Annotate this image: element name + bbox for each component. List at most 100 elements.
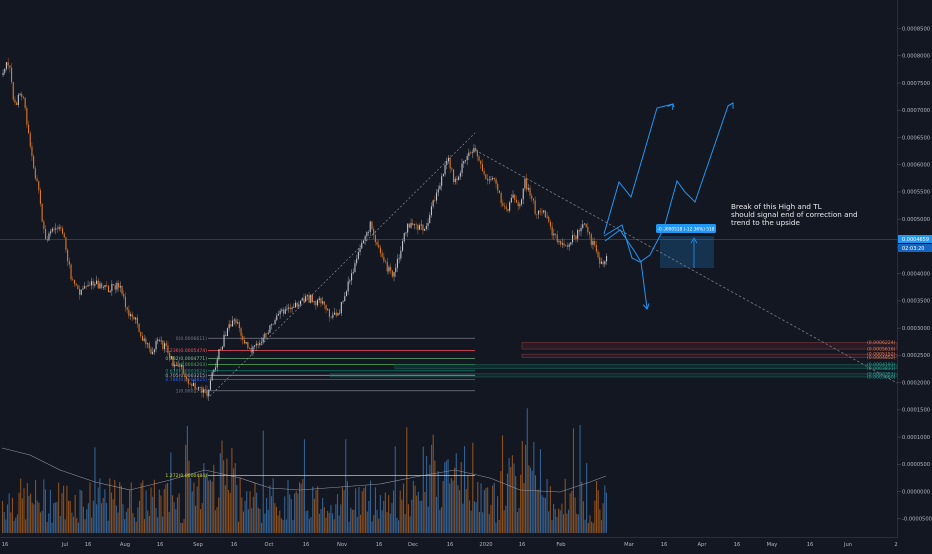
volume-bar (68, 500, 70, 533)
volume-bar (302, 478, 304, 533)
measure-arrow-head (690, 237, 698, 244)
candle-body (361, 242, 363, 249)
price-tick-label: 0.0002000 (902, 380, 930, 386)
candle-body (124, 296, 126, 308)
volume-bar (409, 516, 411, 533)
candle-body (238, 322, 240, 329)
annotation-text-line: Break of this High and TL (731, 202, 822, 211)
volume-bar (315, 490, 317, 533)
volume-bar (266, 497, 268, 533)
candle-body (243, 339, 245, 344)
volume-bar (440, 507, 442, 533)
candle-body (597, 251, 599, 257)
projection-path[interactable] (603, 102, 734, 263)
candle-body (279, 310, 281, 314)
candle-body (391, 270, 393, 277)
volume-bar (437, 471, 439, 533)
volume-bar (2, 500, 4, 533)
volume-bar (162, 516, 164, 533)
volume-bar (21, 498, 23, 533)
volume-bar (124, 519, 126, 533)
candle-body (553, 233, 555, 236)
candle-body (68, 261, 70, 265)
candle-body (259, 343, 261, 346)
volume-bar (531, 470, 533, 533)
volume-bar (284, 496, 286, 533)
candle-body (9, 65, 11, 68)
projection-path[interactable] (604, 229, 648, 309)
candle-body (454, 178, 456, 183)
candle-body (546, 216, 548, 218)
candle-body (410, 223, 412, 228)
candle-body (549, 221, 551, 227)
candle-body (254, 345, 256, 347)
price-range-measure-box[interactable] (660, 236, 714, 268)
volume-bar (587, 522, 589, 533)
volume-bar (332, 513, 334, 533)
volume-bar (360, 514, 362, 533)
volume-bar (317, 486, 319, 533)
candle-body (53, 228, 55, 230)
candle-body (165, 343, 167, 346)
candle-body (230, 324, 232, 327)
candle-body (293, 307, 295, 308)
candle-body (519, 204, 521, 206)
resistance-zone-lower[interactable] (521, 353, 898, 358)
volume-bar (330, 504, 332, 533)
volume-bar (333, 519, 335, 533)
volume-bar (398, 520, 400, 533)
volume-bar (89, 482, 91, 533)
volume-bar (183, 519, 185, 533)
annotation-text-line: should signal end of correction and (731, 210, 858, 219)
candle-body (446, 161, 448, 165)
volume-bar (381, 510, 383, 533)
support-zone-lower[interactable] (329, 373, 898, 378)
candle-body (527, 187, 529, 190)
candle-body (34, 168, 36, 179)
volume-bar (218, 497, 220, 533)
candle-body (362, 240, 364, 243)
volume-bar (313, 498, 315, 533)
zone-price-label: (0.0004193) (867, 362, 896, 368)
volume-bar (269, 485, 271, 533)
volume-bar (589, 515, 591, 533)
volume-bar (274, 503, 276, 533)
candle-body (143, 338, 145, 341)
candle-body (286, 308, 288, 310)
candle-body (19, 93, 21, 95)
candle-body (466, 156, 468, 161)
price-tick-label: 0.0000500 (902, 462, 930, 468)
volume-bar (586, 463, 588, 533)
volume-bar (223, 460, 225, 533)
volume-bar (242, 511, 244, 533)
volume-bar (148, 515, 150, 533)
volume-bar (280, 518, 282, 533)
time-tick-label: 16 (519, 542, 526, 548)
volume-bar (254, 482, 256, 533)
volume-bar (51, 522, 53, 533)
candle-body (475, 147, 477, 151)
candle-body (388, 267, 390, 272)
descending-trendline[interactable] (474, 149, 898, 384)
volume-bar (322, 498, 324, 533)
volume-bar (528, 465, 530, 533)
support-zone-upper[interactable] (394, 364, 898, 369)
volume-bar (66, 485, 68, 533)
resistance-zone-upper[interactable] (521, 342, 898, 350)
volume-bar (77, 522, 79, 533)
volume-bar (594, 500, 596, 533)
volume-bar (404, 514, 406, 533)
volume-bar (140, 483, 142, 533)
volume-bar (119, 482, 121, 533)
volume-bar (579, 424, 581, 533)
volume-bar (99, 478, 101, 533)
volume-bar (351, 509, 353, 533)
volume-bar (277, 515, 279, 533)
candle-body (77, 285, 79, 289)
volume-bar (219, 453, 221, 533)
volume-bar (244, 500, 246, 533)
candle-body (498, 190, 500, 193)
candle-body (111, 284, 113, 291)
